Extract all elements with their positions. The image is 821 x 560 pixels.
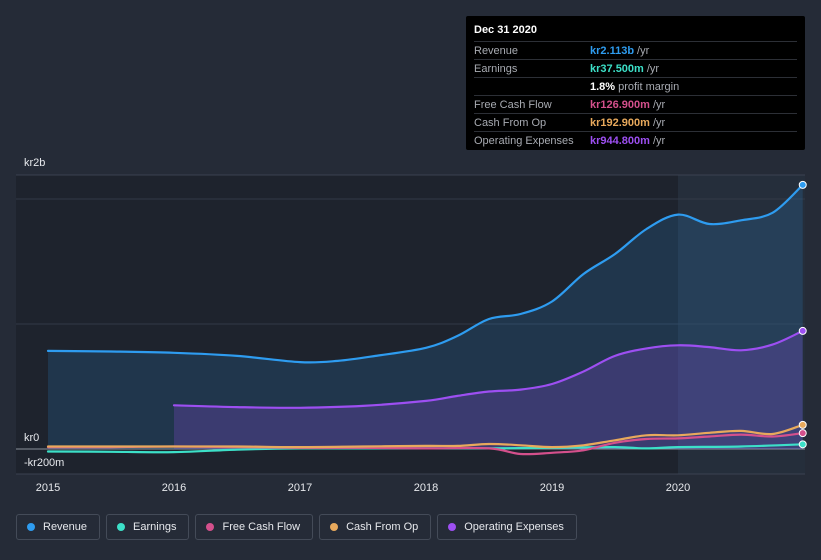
cash-from-op-endpoint[interactable] — [798, 420, 807, 429]
tooltip-row-unit: /yr — [652, 98, 666, 111]
tooltip-row-value: kr192.900m — [590, 116, 650, 129]
x-axis: 2015 2016 2017 2018 2019 2020 — [36, 482, 690, 494]
y-tick-label: kr2b — [24, 157, 45, 169]
tooltip-row-value: 1.8% — [590, 80, 616, 93]
revenue-endpoint[interactable] — [798, 180, 807, 189]
legend-dot-icon — [117, 523, 126, 531]
operating-expenses-line — [172, 329, 804, 409]
legend-dot-icon — [206, 523, 215, 531]
legend-label: Earnings — [133, 521, 177, 533]
legend-label: Revenue — [43, 521, 88, 533]
revenue-line — [46, 183, 804, 364]
tooltip-date: Dec 31 2020 — [474, 24, 537, 36]
operating-expenses-endpoint[interactable] — [798, 326, 807, 335]
x-tick-label: 2020 — [666, 482, 690, 494]
legend: Revenue Earnings Free Cash Flow Cash From O… — [16, 514, 577, 540]
tooltip-row: Earnings kr37.500m/yr — [474, 59, 797, 77]
series-lines — [46, 183, 804, 456]
tooltip-row: Revenue kr2.113b/yr — [474, 41, 797, 59]
tooltip-row: 1.8% profit margin — [474, 77, 797, 95]
tooltip: Dec 31 2020 Revenue kr2.113b/yr Earnings kr… — [466, 16, 805, 150]
y-axis: kr2b kr0 -kr200m — [24, 157, 64, 469]
gridlines — [16, 174, 805, 475]
legend-label: Cash From Op — [346, 521, 419, 533]
y-tick-label: -kr200m — [24, 457, 64, 469]
tooltip-row-unit: /yr — [646, 62, 660, 75]
revenue-area — [48, 184, 803, 449]
tooltip-row-label: Revenue — [474, 44, 519, 57]
free-cash-flow-endpoint[interactable] — [798, 429, 807, 438]
tooltip-row-value: kr37.500m — [590, 62, 644, 75]
x-tick-label: 2016 — [162, 482, 186, 494]
legend-item-operating-expenses[interactable]: Operating Expenses — [437, 514, 577, 540]
tooltip-row-label: Free Cash Flow — [474, 98, 552, 111]
tooltip-row-unit: profit margin — [618, 80, 680, 93]
cash-from-op-line — [46, 423, 804, 449]
tooltip-row: Operating Expenses kr944.800m/yr — [474, 131, 797, 149]
tooltip-row-unit: /yr — [637, 44, 650, 57]
legend-item-cash-from-op[interactable]: Cash From Op — [319, 514, 432, 540]
legend-dot-icon — [27, 523, 35, 531]
tooltip-rows: Revenue kr2.113b/yr Earnings kr37.500m/yr 1.… — [474, 41, 797, 149]
earnings-endpoint[interactable] — [798, 440, 807, 449]
x-tick-label: 2018 — [414, 482, 438, 494]
legend-item-earnings[interactable]: Earnings — [106, 514, 190, 540]
y-tick-label: kr0 — [24, 432, 39, 444]
x-tick-label: 2017 — [288, 482, 312, 494]
operating-expenses-area — [174, 330, 803, 449]
legend-label: Free Cash Flow — [222, 521, 301, 533]
tooltip-row: Cash From Op kr192.900m/yr — [474, 113, 797, 131]
tooltip-row-label: Cash From Op — [474, 116, 547, 129]
legend-dot-icon — [330, 523, 339, 531]
chart-canvas: 2015 2016 2017 2018 2019 2020 kr2b kr0 -kr200m — [16, 157, 807, 494]
series-endpoints — [798, 180, 807, 449]
tooltip-row-value: kr2.113b — [590, 44, 635, 57]
tooltip-row: Free Cash Flow kr126.900m/yr — [474, 95, 797, 113]
legend-dot-icon — [448, 523, 457, 531]
tooltip-row-value: kr944.800m — [590, 134, 650, 147]
x-tick-label: 2015 — [36, 482, 60, 494]
tooltip-row-label: Earnings — [474, 62, 518, 75]
series-areas — [48, 184, 803, 449]
x-tick-label: 2019 — [540, 482, 564, 494]
tooltip-row-label: Operating Expenses — [474, 134, 574, 147]
tooltip-row-unit: /yr — [652, 134, 666, 147]
legend-label: Operating Expenses — [464, 521, 564, 533]
legend-item-free-cash-flow[interactable]: Free Cash Flow — [195, 514, 314, 540]
tooltip-row-unit: /yr — [652, 116, 666, 129]
legend-item-revenue[interactable]: Revenue — [16, 514, 101, 540]
tooltip-row-value: kr126.900m — [590, 98, 650, 111]
